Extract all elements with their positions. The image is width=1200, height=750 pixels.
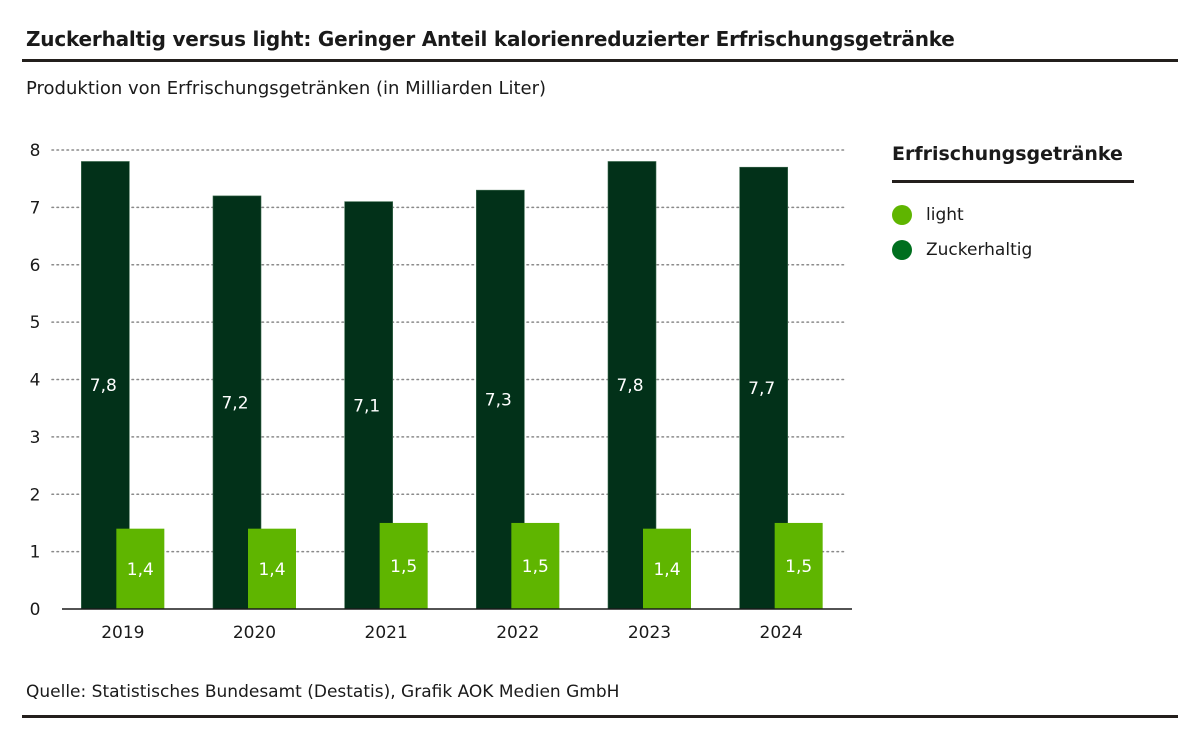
x-tick-label: 2019 bbox=[101, 623, 144, 643]
y-tick-label: 5 bbox=[30, 313, 41, 333]
legend-divider bbox=[892, 180, 1134, 183]
chart-title: Zuckerhaltig versus light: Geringer Ante… bbox=[26, 27, 955, 51]
bars: 7,8 1,4 7,2 1,4 7,1 1,5 7,3 1,5 7,8 1,4 7,7 1,5 bbox=[81, 161, 823, 610]
data-label-light: 1,5 bbox=[522, 557, 549, 577]
x-tick-label: 2023 bbox=[628, 623, 671, 643]
data-label-light: 1,5 bbox=[785, 557, 812, 577]
x-tick-label: 2024 bbox=[760, 623, 803, 643]
y-tick-label: 8 bbox=[30, 141, 41, 161]
x-tick-label: 2021 bbox=[365, 623, 408, 643]
legend-label-light: light bbox=[926, 205, 964, 225]
data-label-zuckerhaltig: 7,7 bbox=[748, 379, 775, 399]
bar-light bbox=[116, 528, 165, 609]
data-label-light: 1,4 bbox=[653, 560, 680, 580]
y-tick-label: 4 bbox=[30, 371, 41, 391]
legend-title: Erfrischungsgetränke bbox=[892, 143, 1123, 165]
x-tick-label: 2020 bbox=[233, 623, 276, 643]
grid-lines bbox=[51, 149, 846, 553]
y-tick-label: 2 bbox=[30, 485, 41, 505]
y-tick-label: 7 bbox=[30, 198, 41, 218]
bar-light bbox=[379, 522, 428, 609]
legend-swatch-zuckerhaltig bbox=[892, 240, 912, 260]
footer-divider bbox=[22, 715, 1178, 718]
data-label-light: 1,4 bbox=[258, 560, 285, 580]
x-axis-ticks: 2019 2020 2021 2022 2023 2024 bbox=[62, 608, 852, 643]
y-axis-ticks: 0 1 2 3 4 5 6 7 8 bbox=[30, 141, 41, 620]
bar-light bbox=[774, 522, 823, 609]
data-label-zuckerhaltig: 7,8 bbox=[90, 376, 117, 396]
legend-swatch-light bbox=[892, 205, 912, 225]
legend-item-light: light bbox=[892, 205, 964, 225]
x-tick-label: 2022 bbox=[496, 623, 539, 643]
y-tick-label: 1 bbox=[30, 543, 41, 563]
bar-light bbox=[248, 528, 296, 609]
data-label-zuckerhaltig: 7,8 bbox=[616, 376, 643, 396]
legend-label-zuckerhaltig: Zuckerhaltig bbox=[926, 240, 1033, 260]
data-label-zuckerhaltig: 7,3 bbox=[485, 391, 512, 411]
data-label-zuckerhaltig: 7,1 bbox=[353, 396, 380, 416]
y-tick-label: 0 bbox=[30, 600, 41, 620]
data-label-light: 1,4 bbox=[127, 560, 154, 580]
legend-item-zuckerhaltig: Zuckerhaltig bbox=[892, 240, 1032, 260]
chart-subtitle: Produktion von Erfrischungsgetränken (in… bbox=[26, 78, 547, 99]
bar-light bbox=[511, 522, 560, 609]
title-divider bbox=[22, 59, 1178, 62]
source-note: Quelle: Statistisches Bundesamt (Destati… bbox=[26, 682, 620, 702]
y-tick-label: 3 bbox=[30, 428, 41, 448]
data-label-light: 1,5 bbox=[390, 557, 417, 577]
bar-light bbox=[643, 528, 691, 609]
data-label-zuckerhaltig: 7,2 bbox=[221, 393, 248, 413]
y-tick-label: 6 bbox=[30, 256, 41, 276]
